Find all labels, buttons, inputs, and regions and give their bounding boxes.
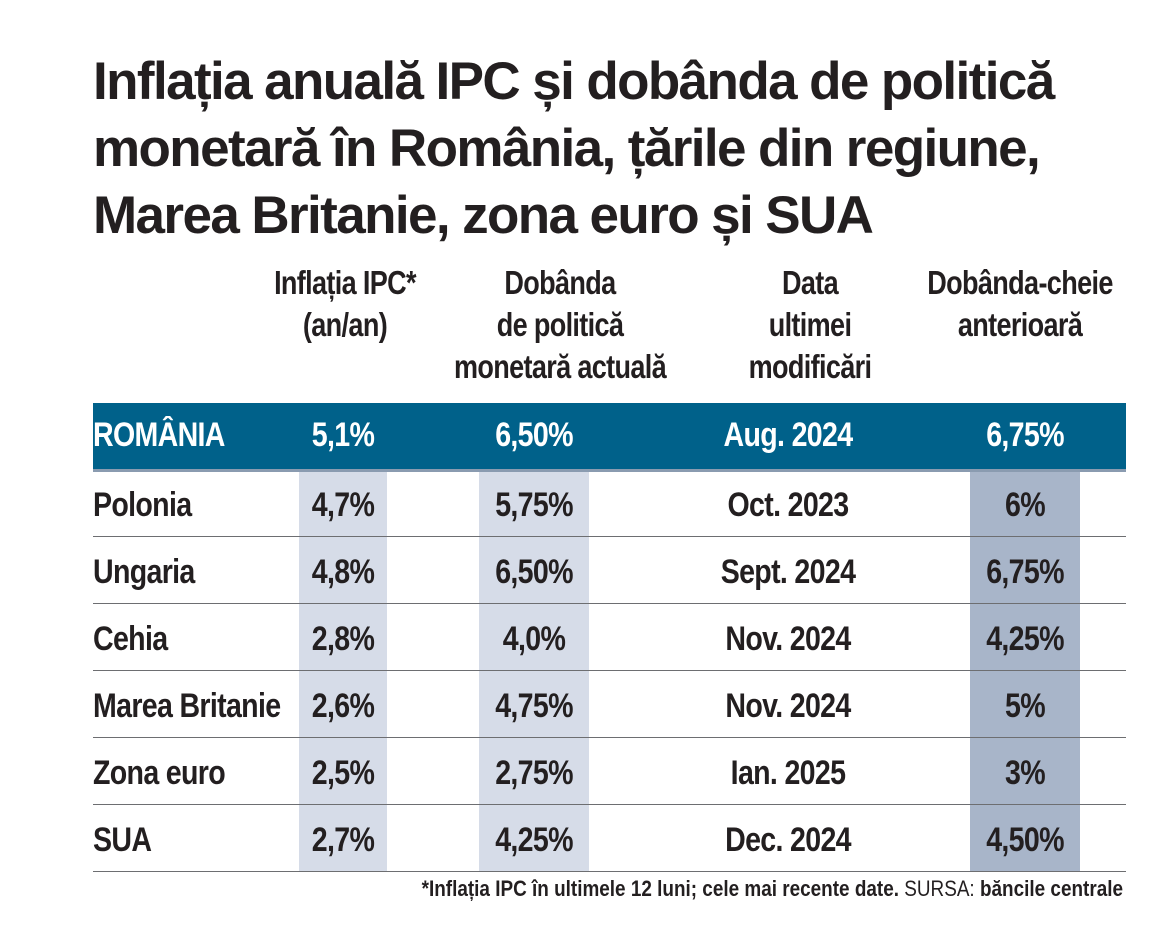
column-header-line: ultimei — [768, 306, 852, 343]
policy-rate-cell: 2,75% — [495, 754, 573, 792]
title-line: Inflația anuală IPC și dobânda de politi… — [93, 52, 1055, 111]
footnote-text: *Inflația IPC în ultimele 12 luni; cele … — [421, 876, 899, 901]
inflation-cell: 2,6% — [311, 687, 375, 725]
column-header-policy-rate: Dobânda de politică monetară actuală — [445, 262, 675, 388]
previous-rate-cell: 6,75% — [986, 553, 1064, 591]
inflation-cell: 2,5% — [311, 754, 375, 792]
column-header-line: anterioară — [957, 306, 1083, 343]
last-change-date-cell: Nov. 2024 — [725, 620, 851, 658]
previous-rate-cell: 4,50% — [986, 821, 1064, 859]
column-header-line: monetară actuală — [453, 348, 667, 385]
source-text: băncile centrale — [979, 876, 1123, 901]
inflation-cell: 4,7% — [311, 486, 375, 524]
previous-rate-cell: 3% — [1005, 754, 1046, 792]
row-divider — [93, 737, 1126, 738]
row-divider — [93, 871, 1126, 872]
column-header-inflation: Inflația IPC* (an/an) — [259, 262, 431, 346]
country-cell: Polonia — [93, 486, 192, 524]
title-line: monetară în România, țările din regiune, — [93, 119, 1041, 178]
inflation-cell: 4,8% — [311, 553, 375, 591]
policy-rate-cell: 6,50% — [495, 416, 573, 454]
column-header-previous-rate: Dobânda-cheie anterioară — [905, 262, 1135, 346]
country-cell: Cehia — [93, 620, 168, 658]
romania-highlight-bar — [93, 403, 1126, 469]
last-change-date-cell: Oct. 2023 — [727, 486, 850, 524]
last-change-date-cell: Sept. 2024 — [720, 553, 856, 591]
inflation-cell: 2,7% — [311, 821, 375, 859]
column-header-line: Inflația IPC* — [274, 264, 417, 301]
inflation-cell: 5,1% — [311, 416, 375, 454]
column-header-line: modificări — [748, 348, 872, 385]
previous-rate-cell: 6,75% — [986, 416, 1064, 454]
last-change-date-cell: Ian. 2025 — [730, 754, 846, 792]
column-header-line: Dobânda — [504, 264, 616, 301]
last-change-date-cell: Nov. 2024 — [725, 687, 851, 725]
chart-title: Inflația anuală IPC și dobânda de politi… — [93, 48, 1093, 249]
country-cell: Ungaria — [93, 553, 195, 591]
column-header-line: (an/an) — [302, 306, 388, 343]
column-header-line: de politică — [496, 306, 624, 343]
source-label: SURSA: — [904, 876, 975, 901]
last-change-date-cell: Dec. 2024 — [725, 821, 851, 859]
row-divider — [93, 536, 1126, 537]
policy-rate-cell: 4,75% — [495, 687, 573, 725]
previous-rate-cell: 4,25% — [986, 620, 1064, 658]
row-divider — [93, 603, 1126, 604]
previous-rate-cell: 6% — [1005, 486, 1046, 524]
last-change-date-cell: Aug. 2024 — [723, 416, 854, 454]
country-cell: Marea Britanie — [93, 687, 281, 725]
footnote: *Inflația IPC în ultimele 12 luni; cele … — [383, 876, 1123, 902]
previous-rate-cell: 5% — [1005, 687, 1046, 725]
column-header-line: Data — [781, 264, 839, 301]
policy-rate-cell: 4,0% — [502, 620, 566, 658]
row-divider — [93, 804, 1126, 805]
policy-rate-cell: 4,25% — [495, 821, 573, 859]
title-line: Marea Britanie, zona euro și SUA — [93, 186, 874, 245]
country-cell: ROMÂNIA — [93, 416, 225, 454]
row-divider — [93, 670, 1126, 671]
column-header-last-change: Data ultimei modificări — [720, 262, 900, 388]
inflation-cell: 2,8% — [311, 620, 375, 658]
column-header-line: Dobânda-cheie — [927, 264, 1113, 301]
country-cell: Zona euro — [93, 754, 226, 792]
policy-rate-cell: 6,50% — [495, 553, 573, 591]
country-cell: SUA — [93, 821, 152, 859]
policy-rate-cell: 5,75% — [495, 486, 573, 524]
